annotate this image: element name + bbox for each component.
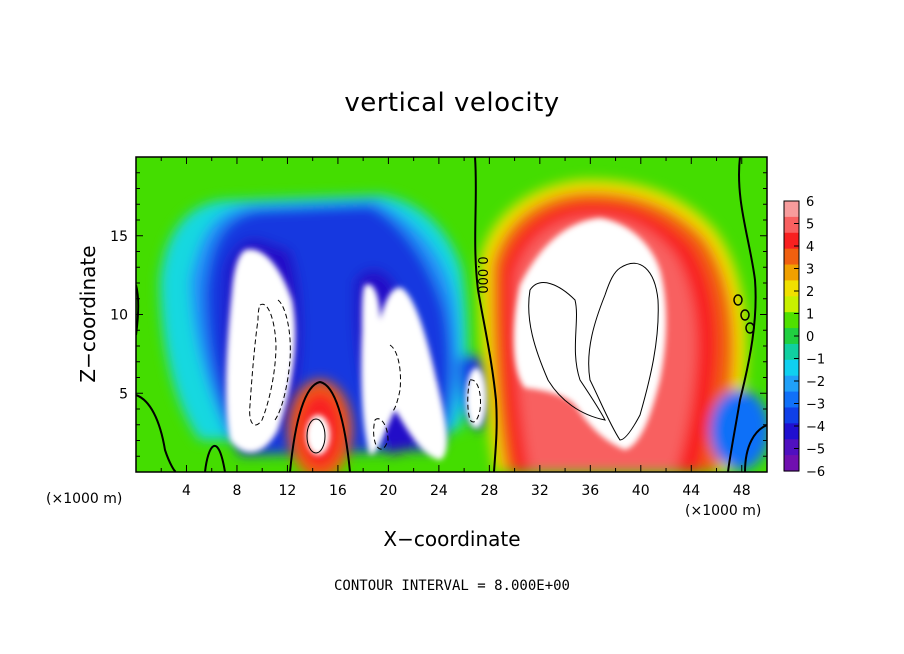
colorbar-swatch — [784, 248, 799, 266]
colorbar-tick-label: −1 — [806, 353, 825, 368]
colorbar-swatch — [784, 359, 799, 377]
x-tick-label: 4 — [182, 483, 191, 499]
colorbar-swatch — [784, 455, 799, 472]
contour-label: 0.000 — [474, 256, 489, 293]
colorbar-tick-label: −3 — [806, 398, 825, 413]
x-tick-label: 12 — [279, 483, 297, 499]
x-tick-label: 28 — [480, 483, 498, 499]
x-axis-label: X−coordinate — [383, 527, 521, 551]
x-tick-label: 40 — [632, 483, 650, 499]
zero-contours — [136, 157, 767, 472]
colorbar-swatch — [784, 312, 799, 329]
x-tick-label: 8 — [232, 483, 241, 499]
velocity-field — [136, 157, 767, 472]
colorbar-swatch — [784, 216, 799, 234]
colorbar-tick-label: −2 — [806, 375, 825, 390]
contour-interval-text: CONTOUR INTERVAL = 8.000E+00 — [333, 578, 570, 594]
colorbar-tick-label: −6 — [806, 465, 825, 480]
negative-contours — [249, 299, 481, 450]
chart-title: vertical velocity — [344, 88, 560, 118]
colorbar-swatch — [784, 201, 799, 218]
x-tick-label: 24 — [430, 483, 448, 499]
colorbar: 6 5 4 3 2 1 0 −1 −2 −3 −4 −5 −6 — [783, 195, 825, 480]
colorbar-tick-label: −5 — [806, 443, 825, 458]
colorbar-swatch — [784, 280, 799, 297]
colorbar-swatch — [784, 439, 799, 456]
colorbar-tick-label: 2 — [806, 285, 814, 300]
x-tick-label: 44 — [682, 483, 700, 499]
small-contour-loops — [733, 294, 755, 334]
colorbar-swatch — [784, 391, 799, 409]
x-tick-label: 36 — [581, 483, 599, 499]
y-tick-label: 15 — [110, 229, 128, 245]
x-tick-label: 48 — [733, 483, 751, 499]
x-tick-label: 32 — [531, 483, 549, 499]
y-axis-ticks: 5 10 15 — [110, 172, 767, 457]
y-tick-label: 10 — [110, 308, 128, 324]
positive-contours — [306, 262, 659, 454]
colorbar-tick-label: 6 — [806, 195, 814, 210]
x-axis-ticks: 4 8 12 16 20 24 28 32 36 40 44 48 — [160, 157, 751, 499]
colorbar-tick-label: 1 — [806, 308, 814, 323]
colorbar-swatch — [784, 232, 799, 250]
x-unit-label-right: (×1000 m) — [685, 503, 762, 519]
colorbar-swatch — [784, 423, 799, 440]
colorbar-swatch — [784, 407, 799, 424]
y-tick-label: 5 — [119, 386, 128, 402]
colorbar-tick-label: 5 — [806, 218, 814, 233]
colorbar-tick-label: 3 — [806, 263, 814, 278]
colorbar-tick-label: 0 — [806, 330, 814, 345]
colorbar-swatch — [784, 375, 799, 393]
colorbar-swatch — [784, 264, 799, 282]
colorbar-swatch — [784, 328, 799, 345]
colorbar-tick-label: 4 — [806, 240, 814, 255]
colorbar-swatch — [784, 296, 799, 313]
colorbar-swatch — [784, 343, 799, 361]
x-tick-label: 20 — [379, 483, 397, 499]
x-unit-label-left: (×1000 m) — [46, 491, 123, 507]
x-tick-label: 16 — [329, 483, 347, 499]
saturated-cores — [226, 218, 666, 460]
colorbar-tick-label: −4 — [806, 420, 825, 435]
